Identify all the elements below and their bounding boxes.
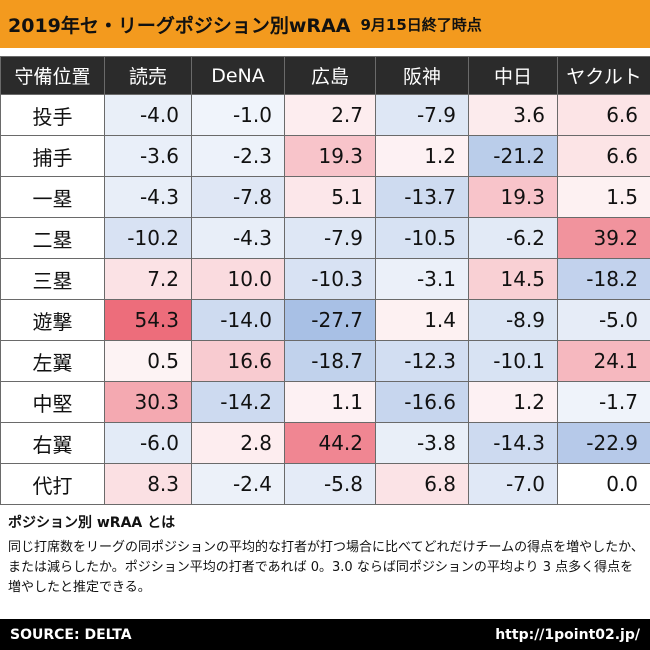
wraa-cell: -5.0 xyxy=(557,299,650,341)
wraa-cell: 3.6 xyxy=(468,94,558,136)
table-row: 三塁 7.2 10.0 -10.3 -3.1 14.5 -18.2 xyxy=(0,258,650,300)
position-label: 一塁 xyxy=(0,176,105,218)
wraa-cell: 6.6 xyxy=(557,94,650,136)
table-row: 遊撃 54.3 -14.0 -27.7 1.4 -8.9 -5.0 xyxy=(0,299,650,341)
table-row: 二塁 -10.2 -4.3 -7.9 -10.5 -6.2 39.2 xyxy=(0,217,650,259)
column-header-team: 読売 xyxy=(104,56,192,95)
wraa-cell: 0.5 xyxy=(104,340,192,382)
wraa-cell: -7.0 xyxy=(468,463,558,505)
wraa-cell: -10.1 xyxy=(468,340,558,382)
wraa-cell: -14.0 xyxy=(191,299,285,341)
footer: SOURCE: DELTA http://1point02.jp/ xyxy=(0,619,650,650)
table-body: 投手 -4.0 -1.0 2.7 -7.9 3.6 6.6 捕手 -3.6 -2.3 19.3 1.2… xyxy=(0,94,650,505)
wraa-cell: -14.2 xyxy=(191,381,285,423)
column-header-team: 広島 xyxy=(284,56,376,95)
table-row: 代打 8.3 -2.4 -5.8 6.8 -7.0 0.0 xyxy=(0,463,650,505)
wraa-cell: -5.8 xyxy=(284,463,376,505)
wraa-cell: 39.2 xyxy=(557,217,650,259)
description-body: 同じ打席数をリーグの同ポジションの平均的な打者が打つ場合に比べてどれだけチームの… xyxy=(8,540,644,595)
wraa-cell: 54.3 xyxy=(104,299,192,341)
wraa-cell: -8.9 xyxy=(468,299,558,341)
wraa-cell: 30.3 xyxy=(104,381,192,423)
wraa-cell: -4.3 xyxy=(104,176,192,218)
wraa-cell: 5.1 xyxy=(284,176,376,218)
wraa-cell: 19.3 xyxy=(284,135,376,177)
wraa-cell: 1.2 xyxy=(468,381,558,423)
position-label: 右翼 xyxy=(0,422,105,464)
position-label: 代打 xyxy=(0,463,105,505)
wraa-cell: -7.9 xyxy=(284,217,376,259)
wraa-cell: -12.3 xyxy=(375,340,469,382)
wraa-cell: 24.1 xyxy=(557,340,650,382)
column-header-team: 中日 xyxy=(468,56,558,95)
wraa-cell: -2.3 xyxy=(191,135,285,177)
wraa-cell: -6.2 xyxy=(468,217,558,259)
wraa-cell: 2.8 xyxy=(191,422,285,464)
position-label: 投手 xyxy=(0,94,105,136)
wraa-cell: -18.2 xyxy=(557,258,650,300)
position-label: 遊撃 xyxy=(0,299,105,341)
wraa-cell: 16.6 xyxy=(191,340,285,382)
wraa-cell: -4.3 xyxy=(191,217,285,259)
wraa-table: 守備位置 読売 DeNA 広島 阪神 中日 ヤクルト 投手 -4.0 -1.0 2.7 -7.9 3.… xyxy=(0,56,650,505)
position-label: 捕手 xyxy=(0,135,105,177)
position-label: 二塁 xyxy=(0,217,105,259)
page-title: 2019年セ・リーグポジション別wRAA xyxy=(8,14,351,37)
column-header-position: 守備位置 xyxy=(0,56,105,95)
wraa-cell: -21.2 xyxy=(468,135,558,177)
position-label: 左翼 xyxy=(0,340,105,382)
wraa-cell: 10.0 xyxy=(191,258,285,300)
wraa-cell: -18.7 xyxy=(284,340,376,382)
wraa-cell: -7.9 xyxy=(375,94,469,136)
wraa-cell: -22.9 xyxy=(557,422,650,464)
wraa-cell: -4.0 xyxy=(104,94,192,136)
wraa-cell: -27.7 xyxy=(284,299,376,341)
position-label: 中堅 xyxy=(0,381,105,423)
table-row: 投手 -4.0 -1.0 2.7 -7.9 3.6 6.6 xyxy=(0,94,650,136)
description: ポジション別 wRAA とは 同じ打席数をリーグの同ポジションの平均的な打者が打… xyxy=(8,512,644,598)
source-label: SOURCE: DELTA xyxy=(10,626,132,643)
table-header-row: 守備位置 読売 DeNA 広島 阪神 中日 ヤクルト xyxy=(0,56,650,95)
wraa-cell: 1.2 xyxy=(375,135,469,177)
wraa-cell: -16.6 xyxy=(375,381,469,423)
wraa-cell: 6.8 xyxy=(375,463,469,505)
table-row: 左翼 0.5 16.6 -18.7 -12.3 -10.1 24.1 xyxy=(0,340,650,382)
column-header-team: ヤクルト xyxy=(557,56,650,95)
wraa-cell: -1.0 xyxy=(191,94,285,136)
wraa-cell: 1.1 xyxy=(284,381,376,423)
table-row: 捕手 -3.6 -2.3 19.3 1.2 -21.2 6.6 xyxy=(0,135,650,177)
column-header-team: DeNA xyxy=(191,56,285,95)
wraa-cell: -10.3 xyxy=(284,258,376,300)
wraa-cell: -14.3 xyxy=(468,422,558,464)
column-header-team: 阪神 xyxy=(375,56,469,95)
wraa-cell: -10.5 xyxy=(375,217,469,259)
table-row: 一塁 -4.3 -7.8 5.1 -13.7 19.3 1.5 xyxy=(0,176,650,218)
description-title: ポジション別 wRAA とは xyxy=(8,515,176,531)
wraa-cell: -13.7 xyxy=(375,176,469,218)
wraa-cell: 8.3 xyxy=(104,463,192,505)
wraa-cell: -1.7 xyxy=(557,381,650,423)
wraa-cell: -3.6 xyxy=(104,135,192,177)
wraa-cell: 7.2 xyxy=(104,258,192,300)
wraa-cell: 0.0 xyxy=(557,463,650,505)
wraa-cell: 6.6 xyxy=(557,135,650,177)
table-row: 中堅 30.3 -14.2 1.1 -16.6 1.2 -1.7 xyxy=(0,381,650,423)
wraa-cell: 2.7 xyxy=(284,94,376,136)
wraa-cell: -10.2 xyxy=(104,217,192,259)
wraa-cell: 1.5 xyxy=(557,176,650,218)
wraa-cell: -3.8 xyxy=(375,422,469,464)
wraa-cell: 1.4 xyxy=(375,299,469,341)
wraa-cell: 19.3 xyxy=(468,176,558,218)
wraa-cell: 14.5 xyxy=(468,258,558,300)
source-url[interactable]: http://1point02.jp/ xyxy=(495,626,640,643)
table-row: 右翼 -6.0 2.8 44.2 -3.8 -14.3 -22.9 xyxy=(0,422,650,464)
wraa-cell: -3.1 xyxy=(375,258,469,300)
position-label: 三塁 xyxy=(0,258,105,300)
title-bar: 2019年セ・リーグポジション別wRAA 9月15日終了時点 xyxy=(0,0,650,48)
wraa-cell: 44.2 xyxy=(284,422,376,464)
wraa-cell: -2.4 xyxy=(191,463,285,505)
wraa-cell: -7.8 xyxy=(191,176,285,218)
page-subtitle: 9月15日終了時点 xyxy=(360,15,482,34)
wraa-cell: -6.0 xyxy=(104,422,192,464)
